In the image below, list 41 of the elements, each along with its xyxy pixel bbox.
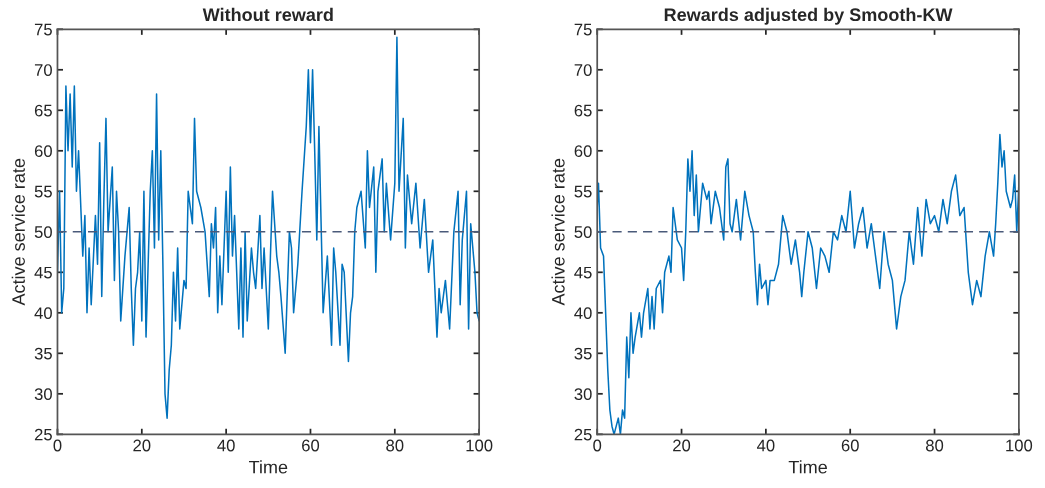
x-tick-label: 40 [756, 439, 775, 452]
x-tick-label: 60 [302, 439, 320, 452]
y-tick-label: 25 [34, 428, 52, 441]
y-tick-label: 75 [574, 23, 592, 36]
y-tick-label: 40 [574, 307, 592, 320]
y-tick-label: 70 [574, 64, 592, 76]
x-tick-label: 100 [466, 439, 493, 452]
x-tick-label: 60 [841, 439, 859, 452]
y-tick-label: 55 [574, 185, 592, 198]
y-tick-label: 55 [34, 185, 52, 198]
chart-title: Without reward [202, 7, 333, 22]
y-tick-label: 35 [574, 347, 592, 360]
y-axis-title: Active service rate [551, 158, 565, 306]
x-axis-title: Time [788, 460, 827, 474]
x-tick-label: 0 [593, 439, 602, 452]
x-tick-label: 20 [673, 439, 691, 452]
y-tick-label: 60 [574, 145, 592, 157]
x-tick-label: 100 [1006, 439, 1033, 452]
y-tick-label: 25 [574, 428, 592, 441]
y-tick-label: 35 [34, 347, 52, 360]
y-tick-label: 30 [574, 388, 592, 401]
x-tick-label: 80 [926, 439, 944, 452]
x-tick-label: 20 [133, 439, 151, 452]
y-tick-label: 65 [574, 104, 592, 117]
y-tick-label: 45 [574, 266, 592, 279]
chart-title: Rewards adjusted by Smooth-KW [664, 7, 953, 25]
x-tick-label: 80 [386, 439, 404, 452]
y-tick-label: 60 [34, 145, 52, 157]
y-tick-label: 50 [574, 226, 592, 238]
y-tick-label: 65 [34, 104, 52, 117]
y-tick-label: 30 [34, 388, 52, 401]
y-tick-label: 50 [34, 226, 52, 238]
y-tick-label: 75 [34, 23, 52, 36]
y-tick-label: 70 [34, 64, 52, 76]
x-tick-label: 0 [53, 439, 62, 452]
y-tick-label: 40 [34, 307, 52, 320]
y-axis-title: Active service rate [11, 158, 25, 306]
x-axis-title: Time [248, 460, 288, 474]
line-series [57, 36, 480, 419]
x-tick-label: 40 [217, 439, 235, 452]
y-tick-label: 45 [34, 266, 52, 279]
